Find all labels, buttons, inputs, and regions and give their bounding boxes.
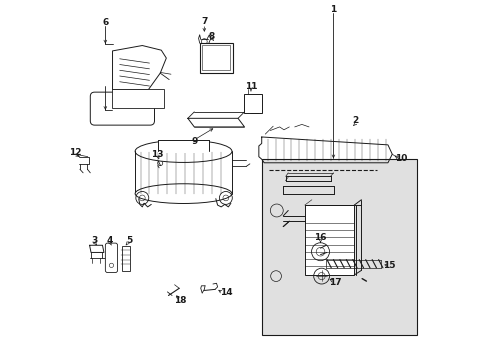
Text: 4: 4 [106, 237, 113, 246]
Text: 13: 13 [151, 150, 163, 159]
Text: 12: 12 [69, 148, 81, 157]
Bar [199, 42, 232, 73]
Bar [304, 205, 353, 275]
Bar [158, 139, 208, 153]
Bar [112, 89, 163, 108]
Text: 9: 9 [191, 137, 197, 146]
Bar [122, 246, 129, 271]
Text: 5: 5 [125, 237, 132, 246]
FancyBboxPatch shape [105, 243, 117, 273]
Text: 15: 15 [383, 261, 395, 270]
Text: 7: 7 [201, 17, 207, 26]
Text: 18: 18 [174, 296, 186, 305]
Text: 11: 11 [244, 82, 257, 91]
Text: 16: 16 [314, 233, 326, 242]
Ellipse shape [135, 184, 231, 203]
Bar [244, 94, 262, 113]
Text: 2: 2 [352, 116, 358, 125]
Text: 1: 1 [329, 5, 336, 14]
Text: 17: 17 [328, 278, 341, 287]
Bar [202, 45, 230, 70]
Text: 6: 6 [102, 18, 108, 27]
Text: 8: 8 [208, 32, 214, 41]
Text: 14: 14 [219, 288, 232, 297]
Bar [261, 159, 416, 335]
Text: 3: 3 [91, 236, 98, 245]
FancyBboxPatch shape [90, 92, 154, 125]
Text: 10: 10 [395, 154, 407, 163]
Ellipse shape [135, 140, 231, 162]
